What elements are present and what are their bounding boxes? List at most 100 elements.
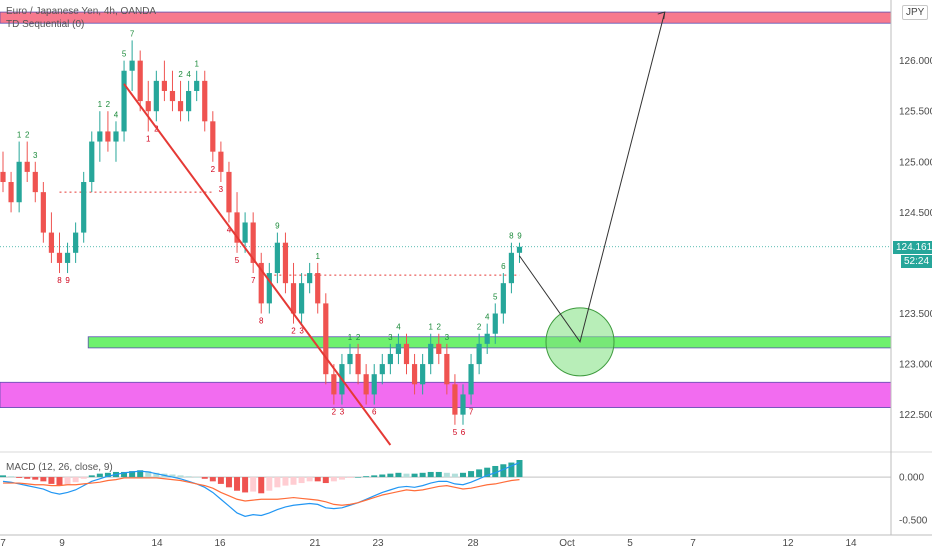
candle[interactable] xyxy=(492,303,498,344)
macd-histogram-bar xyxy=(88,475,95,478)
td-count: 1 xyxy=(194,60,199,69)
candle-body xyxy=(8,182,14,203)
candle-body xyxy=(484,333,490,344)
candle[interactable] xyxy=(73,222,79,263)
candle-body xyxy=(226,171,232,213)
macd-histogram-bar xyxy=(153,472,160,478)
candle[interactable] xyxy=(24,141,30,183)
candle[interactable] xyxy=(444,343,450,395)
macd-pane[interactable] xyxy=(0,460,891,517)
candle[interactable] xyxy=(97,111,103,162)
candle[interactable] xyxy=(16,141,22,213)
candle[interactable] xyxy=(234,192,240,253)
candle[interactable] xyxy=(113,121,119,162)
candle[interactable] xyxy=(194,70,200,102)
candle[interactable] xyxy=(452,374,458,425)
candle[interactable] xyxy=(0,151,6,193)
candle[interactable] xyxy=(411,353,418,395)
candle[interactable] xyxy=(137,50,143,112)
candle[interactable] xyxy=(169,70,176,112)
candle[interactable] xyxy=(8,171,14,213)
candle[interactable] xyxy=(379,353,385,385)
candle[interactable] xyxy=(177,80,184,122)
candle[interactable] xyxy=(460,384,466,425)
macd-histogram-bar xyxy=(242,477,249,493)
candle[interactable] xyxy=(32,161,38,203)
macd-histogram-bar xyxy=(451,473,458,478)
candle[interactable] xyxy=(476,333,482,375)
candle[interactable] xyxy=(242,212,248,253)
candle[interactable] xyxy=(89,131,95,193)
candle[interactable] xyxy=(282,232,289,294)
candle[interactable] xyxy=(395,333,402,365)
time-tick-label: 9 xyxy=(59,538,65,549)
candle[interactable] xyxy=(331,364,337,405)
candle[interactable] xyxy=(387,343,393,375)
candle-body xyxy=(129,60,135,71)
candle[interactable] xyxy=(121,60,127,142)
td-count: 4 xyxy=(227,225,232,234)
macd-histogram-bar xyxy=(16,477,23,478)
candle[interactable] xyxy=(274,232,280,284)
candle-body xyxy=(323,303,329,375)
macd-histogram-bar xyxy=(145,471,152,478)
candle[interactable] xyxy=(56,232,63,274)
candle[interactable] xyxy=(315,262,321,314)
candle[interactable] xyxy=(186,80,192,122)
candle[interactable] xyxy=(250,212,256,274)
candle[interactable] xyxy=(371,364,377,405)
price-pane[interactable]: 1238912457122412345789231231263412356724… xyxy=(0,11,892,446)
candle[interactable] xyxy=(202,70,208,132)
candle[interactable] xyxy=(64,242,71,274)
macd-histogram-bar xyxy=(169,474,176,478)
candle[interactable] xyxy=(307,262,313,294)
candle-body xyxy=(331,374,337,395)
candle[interactable] xyxy=(266,262,272,314)
candle[interactable] xyxy=(516,242,523,263)
candle[interactable] xyxy=(105,111,111,152)
candle[interactable] xyxy=(40,182,46,243)
candle[interactable] xyxy=(48,212,55,263)
candle[interactable] xyxy=(323,293,329,385)
macd-histogram-bar xyxy=(217,477,224,484)
candle[interactable] xyxy=(347,343,353,375)
candle[interactable] xyxy=(210,111,216,162)
td-count: 1 xyxy=(98,100,103,109)
candle[interactable] xyxy=(81,171,87,243)
macd-histogram-bar xyxy=(80,477,87,479)
candle[interactable] xyxy=(363,364,369,405)
macd-histogram-bar xyxy=(403,473,410,478)
macd-histogram-bar xyxy=(234,477,241,491)
candle-body xyxy=(371,374,377,395)
candle[interactable] xyxy=(484,323,490,354)
td-count: 9 xyxy=(275,222,280,231)
candle-body xyxy=(476,343,482,365)
candle-body xyxy=(16,161,22,203)
candle-body xyxy=(218,151,224,172)
candle[interactable] xyxy=(218,141,224,183)
candle[interactable] xyxy=(403,333,410,375)
candle[interactable] xyxy=(355,343,361,385)
candle[interactable] xyxy=(161,60,167,102)
candle[interactable] xyxy=(129,40,135,91)
downtrend-line[interactable] xyxy=(123,83,392,446)
td-count: 5 xyxy=(493,292,498,301)
candle[interactable] xyxy=(500,273,506,324)
projection-path[interactable] xyxy=(519,11,666,344)
candle-body xyxy=(234,212,240,243)
macd-histogram-bar xyxy=(459,472,466,478)
candle[interactable] xyxy=(420,353,426,395)
candle[interactable] xyxy=(428,333,434,375)
candle[interactable] xyxy=(508,242,515,294)
candle[interactable] xyxy=(436,333,442,365)
currency-badge[interactable]: JPY xyxy=(902,5,929,20)
candle[interactable] xyxy=(226,161,232,223)
candle[interactable] xyxy=(258,252,264,314)
macd-histogram-bar xyxy=(500,464,507,478)
candle[interactable] xyxy=(468,353,474,405)
candle[interactable] xyxy=(298,273,305,324)
candle[interactable] xyxy=(145,80,151,132)
candle[interactable] xyxy=(153,70,159,122)
